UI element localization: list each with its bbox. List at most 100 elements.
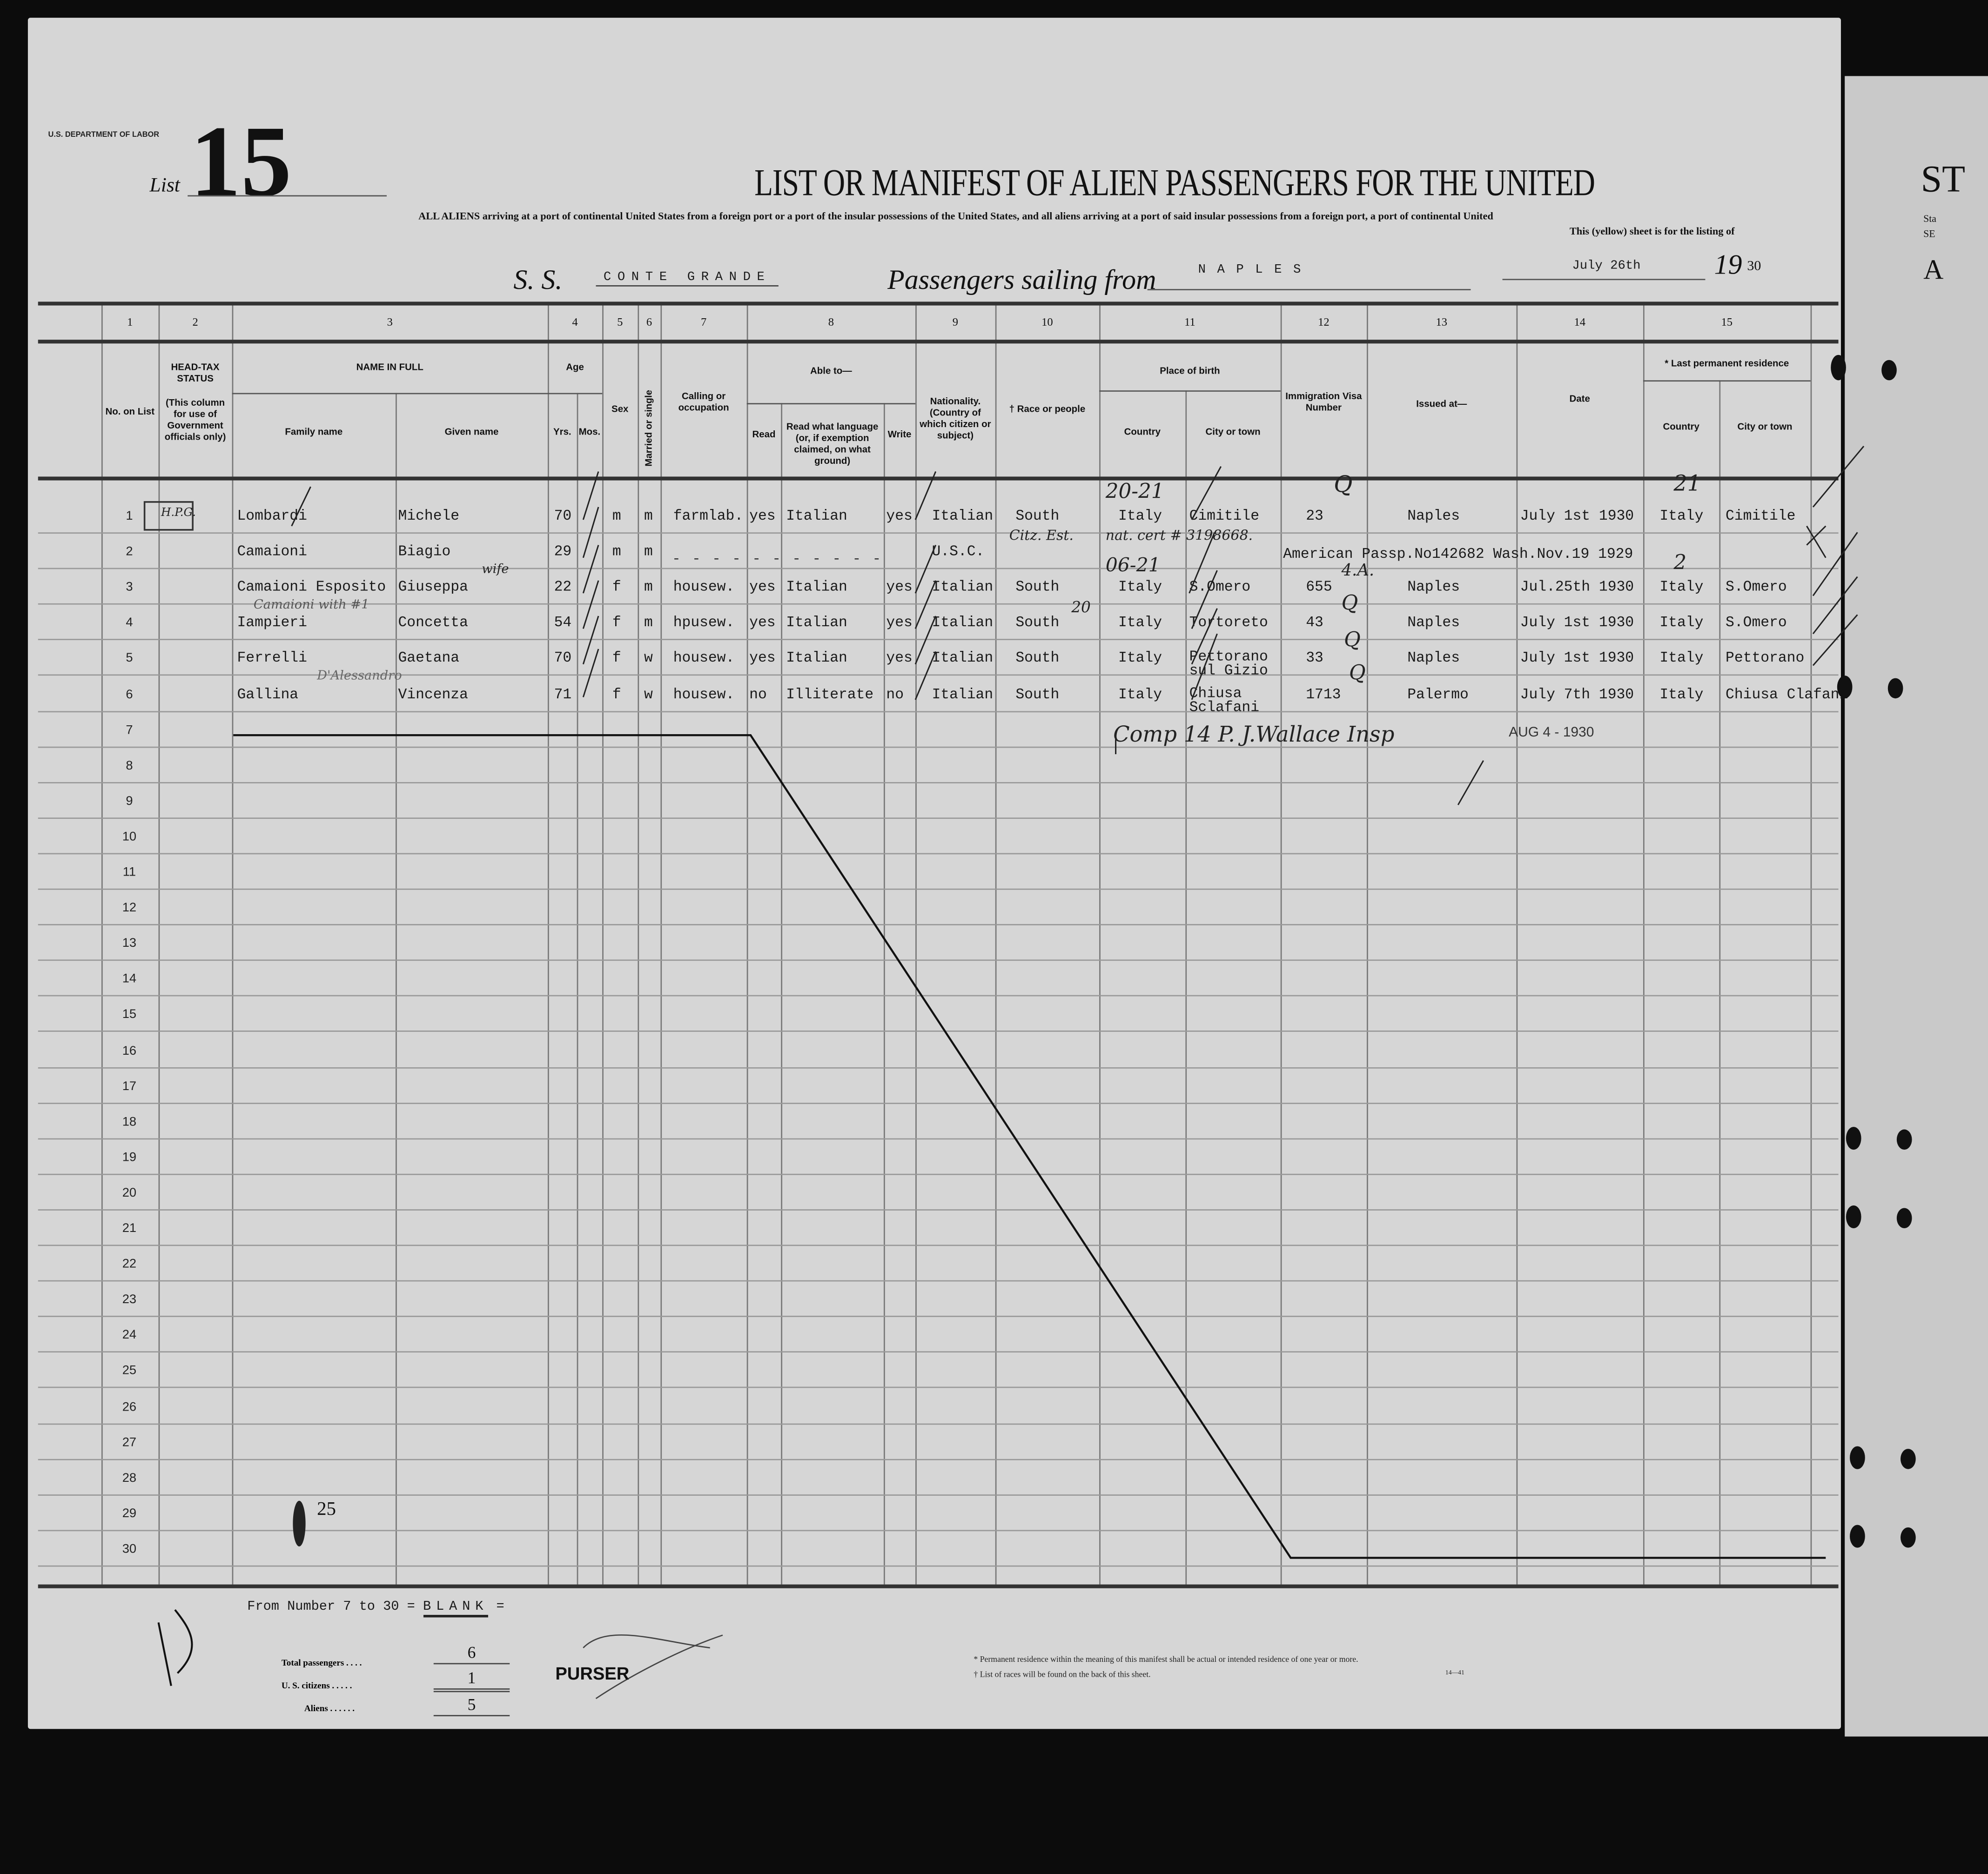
row-rule xyxy=(38,1387,1839,1389)
row-rule xyxy=(38,603,1839,605)
row-number: 18 xyxy=(122,1115,137,1129)
cell-marital: m xyxy=(644,579,653,596)
row-number: 25 xyxy=(122,1364,137,1379)
department-label: U.S. DEPARTMENT OF LABOR xyxy=(48,132,160,140)
cell-family: Gallina xyxy=(237,686,299,703)
next-sheet-edge: ST Sta SE A xyxy=(1845,76,1988,1737)
blank-note: From Number 7 to 30 = BLANK = xyxy=(247,1600,504,1618)
annotation: 06-21 xyxy=(1105,554,1161,577)
form-number: 14—41 xyxy=(1445,1670,1464,1677)
column-rule xyxy=(1643,301,1645,1585)
cell-date: Jul.25th 1930 xyxy=(1520,579,1634,596)
row-rule xyxy=(38,1138,1839,1139)
cell-yrs: 54 xyxy=(554,615,572,632)
column-rule xyxy=(781,403,783,1585)
subtitle: ALL ALIENS arriving at a port of contine… xyxy=(418,210,1493,222)
year-suffix: 30 xyxy=(1747,258,1761,274)
row-rule xyxy=(38,1066,1839,1068)
cell-family: Iampieri xyxy=(237,615,307,632)
row-number: 6 xyxy=(126,688,133,702)
header-write: Write xyxy=(887,428,912,440)
next-sheet-text: Sta xyxy=(1923,213,1936,225)
row-rule xyxy=(38,710,1839,712)
annotation: D'Alessandro xyxy=(317,669,402,683)
annotation: Citz. Est. xyxy=(1009,527,1074,544)
cell-nationality: U.S.C. xyxy=(932,544,985,561)
subheader-rule xyxy=(232,393,603,395)
cell-res-country: Italy xyxy=(1659,686,1704,703)
footnote-residence: * Permanent residence within the meaning… xyxy=(974,1655,1358,1665)
cell-write: yes xyxy=(886,579,913,596)
row-number: 19 xyxy=(122,1151,137,1165)
row-rule xyxy=(38,1352,1839,1353)
column-rule xyxy=(1719,380,1721,1585)
ship-name: CONTE GRANDE xyxy=(596,271,779,287)
row-number: 24 xyxy=(122,1329,137,1343)
us-citizens-value: 1 xyxy=(433,1668,510,1693)
cell-visa: 23 xyxy=(1306,508,1323,525)
annotation: 21 xyxy=(1673,471,1701,497)
port-underline xyxy=(1147,289,1471,290)
row-rule xyxy=(38,1245,1839,1246)
cell-issued-at: Naples xyxy=(1407,579,1460,596)
cell-birth-country: Italy xyxy=(1118,615,1162,632)
row-number: 20 xyxy=(122,1186,137,1200)
table-top-rule xyxy=(38,301,1839,306)
head-tax-stamp: H.P.G. xyxy=(161,507,196,520)
row-rule xyxy=(38,1280,1839,1282)
header-sex: Sex xyxy=(611,403,629,415)
cell-occupation: housew. xyxy=(673,686,735,703)
blank-note-prefix: From Number 7 to 30 = xyxy=(247,1600,415,1615)
cell-race: South xyxy=(1015,508,1060,525)
row-number: 28 xyxy=(122,1471,137,1486)
cell-yrs: 71 xyxy=(554,686,572,703)
blank-word: BLANK xyxy=(423,1600,489,1618)
annotation: 20 xyxy=(1071,598,1091,616)
cell-birth-country: Italy xyxy=(1118,650,1162,668)
header-name-in-full: NAME IN FULL xyxy=(356,361,423,373)
cell-given: Biagio xyxy=(398,544,451,561)
cell-read: yes xyxy=(749,650,776,668)
row-number: 22 xyxy=(122,1257,137,1272)
cell-res-country: Italy xyxy=(1659,508,1704,525)
header-bottom-rule xyxy=(38,476,1839,481)
cell-race: South xyxy=(1015,686,1060,703)
column-number: 8 xyxy=(828,315,834,328)
row-number: 5 xyxy=(126,652,133,666)
cell-occupation: farmlab. xyxy=(673,508,744,525)
column-rule xyxy=(746,301,748,1585)
row-rule xyxy=(38,817,1839,819)
header-yrs: Yrs. xyxy=(553,426,571,437)
inspector-note: Comp 14 P. J.Wallace Insp xyxy=(1113,722,1395,748)
column-rule xyxy=(1516,301,1518,1585)
cell-res-country: Italy xyxy=(1659,650,1704,668)
cell-write: yes xyxy=(886,508,913,525)
annotation: Q xyxy=(1334,471,1353,498)
list-label: List xyxy=(149,174,180,197)
cell-family: Ferrelli xyxy=(237,650,307,668)
row-number: 2 xyxy=(126,545,133,559)
sailing-date: July 26th xyxy=(1572,260,1641,274)
column-rule xyxy=(101,301,103,1585)
cell-birth-city: Tortoreto xyxy=(1189,615,1268,632)
column-rule xyxy=(915,301,917,1585)
sailing-label: Passengers sailing from xyxy=(887,263,1156,295)
annotation: 4.A. xyxy=(1341,561,1375,581)
row-number: 8 xyxy=(126,759,133,773)
row-number: 26 xyxy=(122,1400,137,1414)
cell-res-city: S.Omero xyxy=(1726,579,1787,596)
header-city: City or town xyxy=(1205,426,1261,437)
cell-marital: w xyxy=(644,650,653,668)
cell-write: yes xyxy=(886,615,913,632)
header-head-tax-note: (This column for use of Government offic… xyxy=(164,396,226,442)
cell-marital: m xyxy=(644,544,653,561)
date-underline xyxy=(1502,279,1706,281)
cell-nationality: Italian xyxy=(932,579,994,596)
row-number: 11 xyxy=(122,865,136,880)
row-rule xyxy=(38,888,1839,890)
cell-nationality: Italian xyxy=(932,650,994,668)
cell-res-city: Pettorano xyxy=(1726,650,1805,668)
total-passengers-value: 6 xyxy=(433,1643,510,1665)
cell-res-city: Cimitile xyxy=(1726,508,1796,525)
check-marks xyxy=(291,446,1865,805)
